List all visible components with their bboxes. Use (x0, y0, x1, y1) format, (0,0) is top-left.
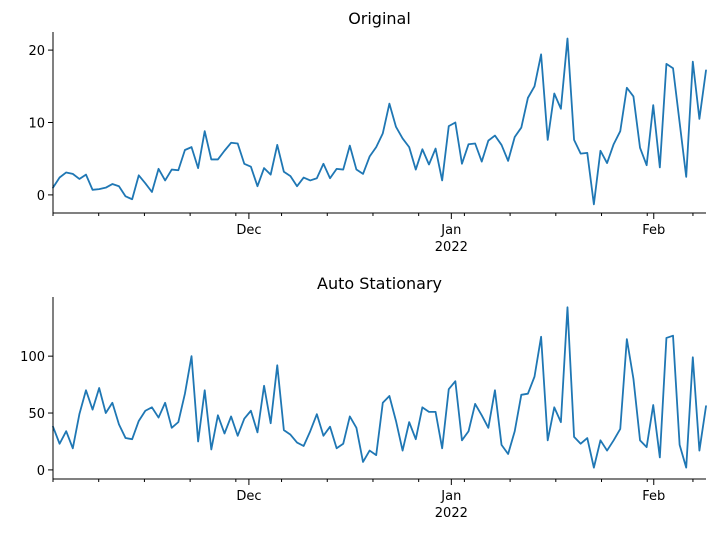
x-tick-label: Dec (236, 489, 261, 504)
x-tick-year-label: 2022 (435, 506, 468, 521)
y-tick-label: 0 (37, 464, 45, 479)
series-line-0 (52, 37, 707, 206)
x-tick-label: Feb (642, 223, 665, 238)
y-tick-label: 10 (28, 117, 45, 132)
x-tick-label: Dec (236, 223, 261, 238)
y-tick-label: 50 (28, 407, 45, 422)
chart-panel-original: Original 0 10 20 Dec Jan 2022 Feb (28, 9, 707, 255)
y-tick-label: 100 (20, 350, 45, 365)
chart-panel-auto-stationary: Auto Stationary 0 50 100 Dec Jan 2022 Feb (20, 274, 707, 521)
series-line-0 (52, 306, 707, 469)
x-tick-label: Jan (440, 489, 461, 504)
x-tick-label: Feb (642, 489, 665, 504)
y-tick-label: 20 (28, 44, 45, 59)
y-tick-label: 0 (37, 189, 45, 204)
x-tick-year-label: 2022 (435, 240, 468, 255)
x-tick-label: Jan (440, 223, 461, 238)
chart-title: Auto Stationary (317, 274, 442, 293)
chart-title: Original (348, 9, 411, 28)
